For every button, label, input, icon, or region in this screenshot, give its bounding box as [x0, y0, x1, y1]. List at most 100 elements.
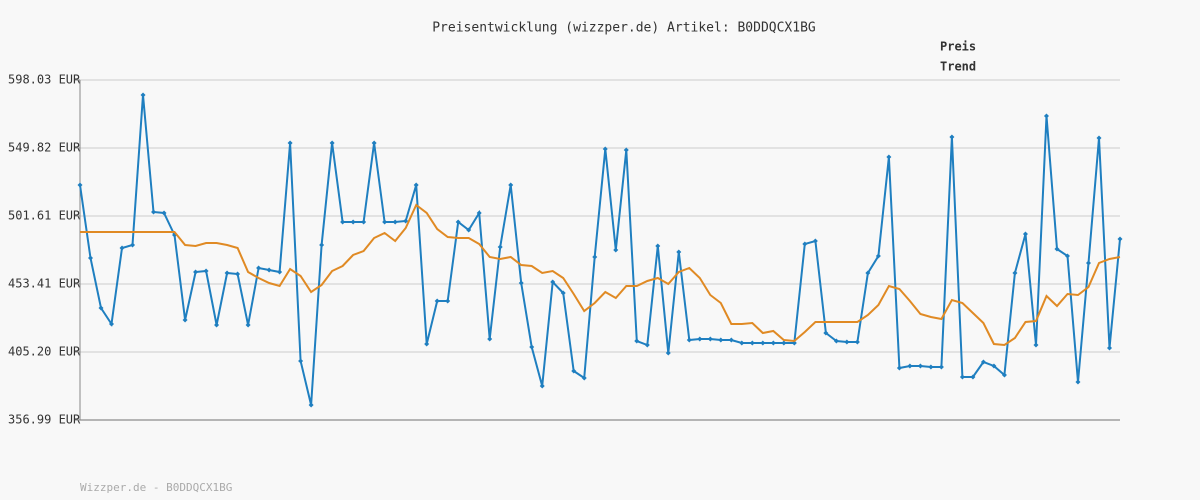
point-marker	[823, 330, 829, 336]
point-marker	[161, 210, 167, 216]
y-tick-label: 453.41 EUR	[8, 276, 81, 290]
point-marker	[487, 336, 493, 342]
point-marker	[1106, 345, 1112, 351]
point-marker	[623, 147, 629, 153]
point-marker	[203, 268, 209, 274]
y-tick-label: 405.20 EUR	[8, 344, 81, 358]
point-marker	[476, 210, 482, 216]
point-marker	[88, 255, 94, 261]
point-marker	[865, 270, 871, 276]
point-marker	[686, 337, 692, 343]
point-marker	[1022, 231, 1028, 237]
point-marker	[518, 280, 524, 286]
point-marker	[98, 305, 104, 311]
point-marker	[560, 290, 566, 296]
point-marker	[886, 154, 892, 160]
point-marker	[634, 338, 640, 344]
point-marker	[1012, 270, 1018, 276]
point-marker	[991, 363, 997, 369]
point-marker	[770, 340, 776, 346]
point-marker	[109, 321, 115, 327]
point-marker	[224, 270, 230, 276]
y-tick-label: 501.61 EUR	[8, 209, 81, 223]
point-marker	[266, 267, 272, 273]
point-marker	[949, 134, 955, 140]
point-marker	[928, 364, 934, 370]
point-marker	[140, 92, 146, 98]
point-marker	[980, 359, 986, 365]
point-marker	[550, 279, 556, 285]
point-marker	[529, 344, 535, 350]
point-marker	[371, 140, 377, 146]
point-marker	[739, 340, 745, 346]
point-marker	[1096, 135, 1102, 141]
point-marker	[119, 245, 125, 251]
point-marker	[182, 317, 188, 323]
point-marker	[655, 243, 661, 249]
point-marker	[130, 242, 136, 248]
point-marker	[1043, 113, 1049, 119]
point-marker	[676, 249, 682, 255]
point-marker	[728, 337, 734, 343]
point-marker	[298, 358, 304, 364]
point-marker	[455, 219, 461, 225]
point-marker	[760, 340, 766, 346]
point-marker	[665, 350, 671, 356]
point-marker	[434, 298, 440, 304]
point-marker	[875, 253, 881, 259]
point-marker	[424, 341, 430, 347]
point-marker	[350, 219, 356, 225]
point-marker	[1075, 379, 1081, 385]
point-marker	[382, 219, 388, 225]
point-marker	[938, 364, 944, 370]
point-marker	[1001, 372, 1007, 378]
point-marker	[697, 336, 703, 342]
point-marker	[644, 342, 650, 348]
y-tick-label: 598.03 EUR	[8, 73, 81, 87]
point-marker	[508, 182, 514, 188]
point-marker	[1085, 260, 1091, 266]
y-tick-label: 356.99 EUR	[8, 413, 81, 427]
point-marker	[1117, 236, 1123, 242]
point-marker	[193, 269, 199, 275]
point-marker	[1054, 246, 1060, 252]
point-marker	[844, 339, 850, 345]
point-marker	[466, 227, 472, 233]
point-marker	[340, 219, 346, 225]
point-marker	[445, 298, 451, 304]
point-marker	[581, 375, 587, 381]
point-marker	[812, 238, 818, 244]
point-marker	[781, 340, 787, 346]
point-marker	[77, 182, 83, 188]
point-marker	[277, 269, 283, 275]
point-marker	[592, 254, 598, 260]
point-marker	[539, 383, 545, 389]
point-marker	[319, 242, 325, 248]
point-marker	[361, 219, 367, 225]
point-marker	[749, 340, 755, 346]
point-marker	[833, 338, 839, 344]
point-marker	[392, 219, 398, 225]
point-marker	[907, 363, 913, 369]
point-marker	[287, 140, 293, 146]
point-marker	[1033, 342, 1039, 348]
point-marker	[329, 140, 335, 146]
point-marker	[1064, 253, 1070, 259]
point-marker	[896, 365, 902, 371]
point-marker	[718, 337, 724, 343]
point-marker	[854, 339, 860, 345]
legend-label: Preis	[940, 40, 976, 54]
point-marker	[256, 265, 262, 271]
point-marker	[403, 218, 409, 224]
point-marker	[413, 182, 419, 188]
point-marker	[571, 368, 577, 374]
point-marker	[497, 244, 503, 250]
point-marker	[613, 247, 619, 253]
point-marker	[802, 241, 808, 247]
point-marker	[308, 402, 314, 408]
y-tick-label: 549.82 EUR	[8, 141, 81, 155]
point-marker	[151, 209, 157, 215]
series-line	[79, 94, 1121, 406]
